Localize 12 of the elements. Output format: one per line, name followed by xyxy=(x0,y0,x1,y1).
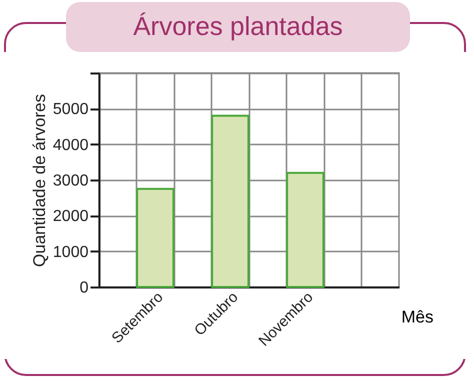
chart-title: Árvores plantadas xyxy=(66,2,410,52)
y-tick-label: 1000 xyxy=(52,244,89,261)
x-axis-title: Mês xyxy=(401,308,434,326)
y-tick-label: 0 xyxy=(80,280,89,296)
y-tick-label: 5000 xyxy=(52,101,89,118)
y-tick-label: 3000 xyxy=(52,172,89,190)
bar xyxy=(136,188,174,288)
y-tick-label: 4000 xyxy=(52,136,89,154)
bar xyxy=(211,114,250,288)
y-tick-label: 2000 xyxy=(52,208,89,226)
bar xyxy=(286,172,324,288)
y-axis-title: Quantidade de árvores xyxy=(30,94,49,267)
